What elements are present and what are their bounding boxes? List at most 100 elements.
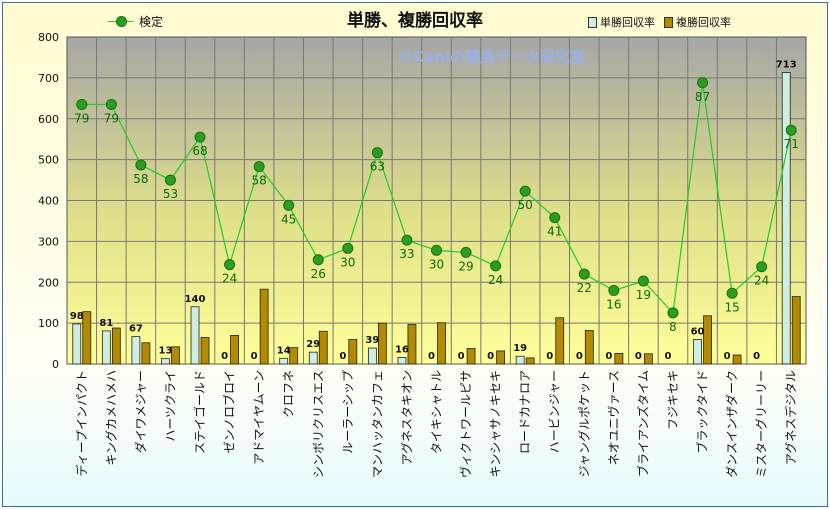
kentei-marker — [401, 234, 413, 246]
bar-value-label: 19 — [513, 343, 527, 354]
kentei-value-label: 71 — [784, 137, 799, 151]
bar-value-label: 81 — [99, 318, 113, 329]
bar-value-label: 713 — [776, 60, 797, 71]
bar-tansho — [279, 357, 289, 365]
bar-value-label: 0 — [576, 351, 583, 362]
watermark-text: ©Caniの競馬データ研究室 — [398, 48, 585, 66]
bar-tansho — [515, 355, 525, 365]
bar-value-label: 0 — [458, 351, 465, 362]
x-category-label: ステイゴールド — [192, 370, 207, 454]
bar-fukusho — [584, 330, 594, 365]
bar-value-label: 0 — [251, 351, 258, 362]
bar-fukusho — [230, 334, 239, 365]
bar-fukusho — [171, 346, 180, 365]
x-category-label: フジキセキ — [666, 370, 680, 430]
kentei-marker — [490, 260, 502, 272]
legend-swatch-tansho-icon — [588, 16, 597, 28]
kentei-marker — [519, 185, 531, 197]
bar-value-label: 29 — [306, 339, 320, 350]
kentei-marker — [371, 147, 383, 159]
bar-tansho — [367, 347, 377, 365]
bar-fukusho — [82, 311, 92, 365]
y-tick-label: 800 — [38, 31, 59, 44]
y-tick-label: 200 — [38, 276, 59, 289]
y-tick-label: 400 — [38, 195, 59, 208]
x-category-label: ブライアンズタイム — [635, 370, 650, 477]
bar-value-label: 14 — [277, 345, 291, 356]
bar-tansho — [131, 336, 141, 365]
kentei-marker — [431, 244, 442, 256]
bar-tansho — [72, 323, 82, 365]
bar-fukusho — [703, 315, 712, 365]
kentei-value-label: 41 — [547, 225, 562, 239]
kentei-marker — [785, 124, 797, 136]
x-category-label: ブラックタイド — [695, 370, 710, 454]
kentei-value-label: 79 — [74, 111, 89, 125]
kentei-marker — [135, 159, 147, 171]
bar-fukusho — [555, 317, 565, 365]
bar-fukusho — [141, 342, 151, 365]
legend-item-tansho: 単勝回収率 — [588, 14, 655, 30]
legend-swatch-fukusho-icon — [664, 16, 673, 28]
x-category-label: ハーツクライ — [163, 370, 177, 442]
kentei-value-label: 30 — [429, 257, 444, 271]
kentei-marker — [342, 242, 354, 254]
bar-value-label: 0 — [487, 351, 494, 362]
legend-label-fukusho: 複勝回収率 — [676, 16, 731, 29]
bar-value-label: 67 — [129, 324, 143, 335]
x-category-label: ルーラーシップ — [341, 370, 355, 454]
kentei-value-label: 19 — [636, 288, 651, 302]
bar-value-label: 0 — [428, 351, 435, 362]
bar-tansho — [190, 306, 200, 365]
bar-fukusho — [407, 323, 417, 365]
kentei-marker — [105, 98, 117, 110]
x-category-label: マンハッタンカフェ — [370, 370, 384, 478]
bar-fukusho — [466, 348, 476, 365]
kentei-marker — [312, 254, 324, 266]
kentei-value-label: 24 — [488, 273, 503, 287]
x-category-label: ジャングルポケット — [577, 370, 591, 477]
bar-value-label: 13 — [158, 346, 172, 357]
bar-value-label: 0 — [339, 351, 346, 362]
y-tick-label: 700 — [38, 72, 59, 85]
bar-fukusho — [377, 322, 387, 365]
y-tick-label: 300 — [38, 235, 59, 248]
kentei-value-label: 30 — [340, 255, 355, 269]
x-category-label: ダイワメジャー — [133, 370, 148, 453]
x-category-label: ネオユニヴァース — [606, 370, 621, 465]
bar-fukusho — [496, 350, 506, 365]
bar-fukusho — [614, 352, 624, 365]
kentei-value-label: 45 — [281, 212, 296, 226]
x-category-label: タイキシャトル — [430, 370, 444, 454]
kentei-marker — [549, 212, 561, 224]
x-category-label: ダンスインザダーク — [724, 370, 739, 478]
x-category-label: ハービンジャー — [548, 370, 562, 453]
bar-fukusho — [525, 357, 535, 365]
bar-tansho — [161, 358, 170, 365]
kentei-marker — [76, 98, 88, 110]
x-category-label: ゼンノロブロイ — [222, 370, 237, 453]
legend-item-fukusho: 複勝回収率 — [664, 14, 731, 30]
x-category-label: キンシャサノキセキ — [489, 370, 503, 477]
kentei-value-label: 24 — [222, 272, 237, 286]
x-category-label: ロードカナロア — [518, 370, 532, 454]
bar-value-label: 0 — [546, 351, 553, 362]
kentei-marker — [460, 246, 472, 258]
bar-tansho — [781, 72, 791, 365]
kentei-value-label: 79 — [104, 111, 119, 125]
bar-value-label: 0 — [724, 351, 731, 362]
bar-value-label: 140 — [185, 294, 206, 305]
kentei-value-label: 24 — [754, 274, 769, 288]
kentei-value-label: 33 — [399, 247, 414, 261]
kentei-marker — [283, 199, 295, 211]
bar-value-label: 0 — [221, 351, 228, 362]
kentei-value-label: 15 — [724, 300, 739, 314]
x-category-label: ヴィクトワールピサ — [458, 370, 473, 478]
kentei-value-label: 26 — [311, 267, 326, 281]
kentei-value-label: 29 — [458, 259, 473, 273]
x-category-label: アグネスデジタル — [783, 370, 798, 465]
y-tick-label: 0 — [52, 358, 59, 371]
kentei-marker — [697, 77, 709, 89]
legend-bars: 単勝回収率 複勝回収率 — [588, 14, 740, 30]
kentei-value-label: 16 — [606, 297, 621, 311]
